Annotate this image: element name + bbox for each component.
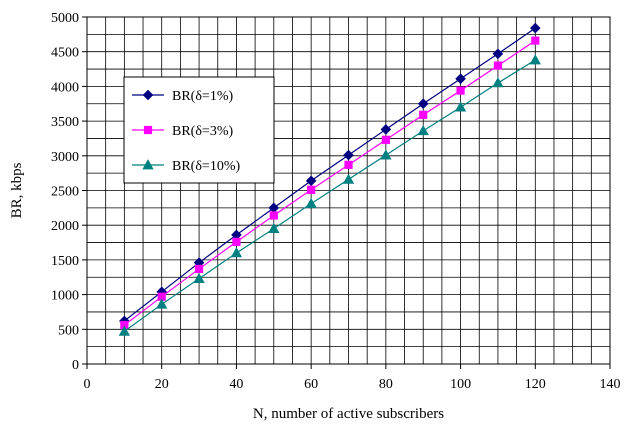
data-point xyxy=(531,36,540,45)
data-point xyxy=(343,149,354,161)
data-point xyxy=(344,160,353,169)
data-point xyxy=(307,185,316,194)
legend-marker xyxy=(142,89,154,101)
y-tick-label: 1500 xyxy=(51,254,79,269)
series-group xyxy=(118,22,541,336)
data-point xyxy=(305,175,317,187)
y-tick-label: 2500 xyxy=(51,185,79,200)
legend-items: BR(δ=1%) BR(δ=3%) BR(δ=10%) xyxy=(132,89,240,174)
y-tick-label: 0 xyxy=(72,358,79,373)
legend-label: BR(δ=1%) xyxy=(172,89,233,104)
data-point xyxy=(232,237,241,246)
y-tick-label: 3000 xyxy=(51,150,79,165)
x-tick-label: 100 xyxy=(450,377,471,392)
data-point xyxy=(492,48,504,60)
data-point xyxy=(492,77,504,88)
legend-label: BR(δ=10%) xyxy=(172,159,240,174)
legend-entry: BR(δ=10%) xyxy=(132,159,240,174)
data-point xyxy=(342,173,355,184)
data-point xyxy=(118,325,131,336)
data-point xyxy=(305,197,317,209)
x-tick-label: 0 xyxy=(84,377,91,392)
data-point xyxy=(455,73,466,85)
data-point xyxy=(268,222,280,234)
grid xyxy=(87,17,610,364)
data-point xyxy=(380,124,392,135)
legend: BR(δ=1%) BR(δ=3%) BR(δ=10%) xyxy=(123,76,275,184)
y-tick-label: 4000 xyxy=(51,80,79,95)
y-tick-label: 5000 xyxy=(51,11,79,26)
series-3 xyxy=(118,54,541,336)
x-axis-title: N, number of active subscribers xyxy=(253,406,444,422)
data-point xyxy=(269,211,278,220)
x-tick-label: 120 xyxy=(525,377,546,392)
x-tick-label: 20 xyxy=(155,377,169,392)
x-axis-tick-labels: 0 20 40 60 80 100 120 140 xyxy=(84,377,621,392)
legend-marker xyxy=(142,159,154,170)
data-point xyxy=(194,264,204,274)
legend-entry: BR(δ=1%) xyxy=(132,89,233,104)
data-point xyxy=(156,298,168,309)
legend-entry: BR(δ=3%) xyxy=(132,124,233,139)
y-tick-label: 4500 xyxy=(51,46,79,61)
data-point xyxy=(380,149,392,160)
x-tick-label: 80 xyxy=(379,377,393,392)
data-point xyxy=(529,22,541,34)
y-tick-label: 3500 xyxy=(51,115,79,130)
y-axis-title: BR, kbps xyxy=(9,162,25,218)
x-tick-label: 60 xyxy=(304,377,318,392)
tick-marks xyxy=(82,16,611,369)
y-tick-label: 1000 xyxy=(51,289,79,304)
data-point xyxy=(419,110,428,119)
data-point xyxy=(529,54,541,65)
data-point xyxy=(456,86,465,95)
y-tick-label: 2000 xyxy=(51,219,79,234)
y-axis-tick-labels: 0 500 1000 1500 2000 2500 3000 3500 4000 4500 5000 xyxy=(51,11,79,373)
x-tick-label: 40 xyxy=(229,377,243,392)
data-point xyxy=(193,272,205,283)
legend-marker xyxy=(143,125,153,135)
data-point xyxy=(454,101,467,112)
series-line xyxy=(124,59,536,332)
y-tick-label: 500 xyxy=(58,323,79,338)
data-point xyxy=(230,247,243,258)
data-point xyxy=(381,135,390,144)
series-line xyxy=(123,40,536,326)
data-point xyxy=(417,124,429,136)
x-tick-label: 140 xyxy=(600,377,621,392)
data-point xyxy=(493,61,503,70)
data-point xyxy=(268,202,280,214)
series-line xyxy=(123,27,536,322)
data-point xyxy=(417,98,429,110)
legend-label: BR(δ=3%) xyxy=(172,124,233,139)
